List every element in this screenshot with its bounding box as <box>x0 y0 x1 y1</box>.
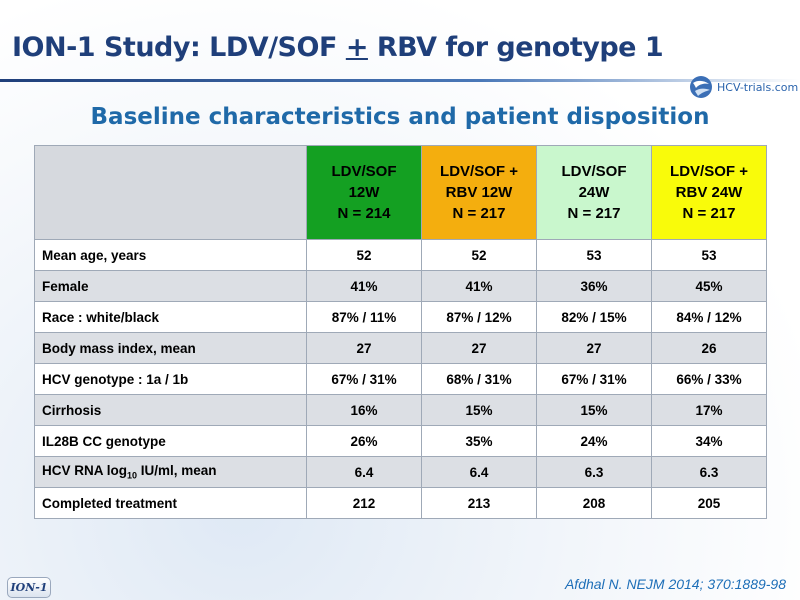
row-label-text: HCV RNA log <box>42 463 127 479</box>
table-cell: 41% <box>421 270 537 302</box>
table-row: IL28B CC genotype 26% 35% 24% 34% <box>34 425 767 457</box>
baseline-table: LDV/SOF 12W N = 214 LDV/SOF + RBV 12W N = 21… <box>34 145 767 519</box>
row-label: Female <box>34 270 307 302</box>
table-row: Body mass index, mean 27 27 27 26 <box>34 332 767 364</box>
table-cell: 27 <box>536 332 652 364</box>
column-header: LDV/SOF 12W N = 214 <box>306 145 422 240</box>
table-header-row: LDV/SOF 12W N = 214 LDV/SOF + RBV 12W N = 21… <box>34 145 767 240</box>
table-cell: 6.4 <box>421 456 537 488</box>
row-label: Body mass index, mean <box>34 332 307 364</box>
logo-text: HCV-trials.com <box>717 80 799 94</box>
row-label: Race : white/black <box>34 301 307 333</box>
table-cell: 45% <box>651 270 767 302</box>
table-cell: 6.4 <box>306 456 422 488</box>
table-cell: 52 <box>421 239 537 271</box>
row-label: HCV RNA log10 IU/ml, mean <box>34 456 307 488</box>
citation: Afdhal N. NEJM 2014; 370:1889-98 <box>564 576 786 592</box>
table-cell: 82% / 15% <box>536 301 652 333</box>
table-cell: 53 <box>536 239 652 271</box>
table-cell: 68% / 31% <box>421 363 537 395</box>
table-cell: 213 <box>421 487 537 519</box>
table-cell: 15% <box>536 394 652 426</box>
table-cell: 6.3 <box>536 456 652 488</box>
table-cell: 35% <box>421 425 537 457</box>
table-cell: 67% / 31% <box>306 363 422 395</box>
table-cell: 17% <box>651 394 767 426</box>
table-cell: 53 <box>651 239 767 271</box>
table-cell: 52 <box>306 239 422 271</box>
table-row: Cirrhosis 16% 15% 15% 17% <box>34 394 767 426</box>
table-row: Race : white/black 87% / 11% 87% / 12% 8… <box>34 301 767 333</box>
row-label: Completed treatment <box>34 487 307 519</box>
header-corner-cell <box>34 145 307 240</box>
table-row: HCV genotype : 1a / 1b 67% / 31% 68% / 3… <box>34 363 767 395</box>
title-suffix: RBV for genotype 1 <box>367 32 664 63</box>
table-cell: 34% <box>651 425 767 457</box>
title-divider <box>0 79 800 82</box>
row-label: Cirrhosis <box>34 394 307 426</box>
table-cell: 212 <box>306 487 422 519</box>
table-cell: 15% <box>421 394 537 426</box>
column-header: LDV/SOF + RBV 24W N = 217 <box>651 145 767 240</box>
slide-title: ION-1 Study: LDV/SOF + RBV for genotype … <box>12 32 664 63</box>
table-row: Mean age, years 52 52 53 53 <box>34 239 767 271</box>
table-cell: 84% / 12% <box>651 301 767 333</box>
table-cell: 6.3 <box>651 456 767 488</box>
table-cell: 36% <box>536 270 652 302</box>
study-badge: ION-1 <box>7 577 51 598</box>
row-label-text: IU/ml, mean <box>137 463 217 479</box>
title-plus-minus: + <box>345 32 369 63</box>
table-row: Completed treatment 212 213 208 205 <box>34 487 767 519</box>
hcv-trials-logo: HCV-trials.com <box>688 74 798 100</box>
table-cell: 26 <box>651 332 767 364</box>
title-prefix: ION-1 Study: LDV/SOF <box>12 32 346 63</box>
row-label: IL28B CC genotype <box>34 425 307 457</box>
column-header: LDV/SOF 24W N = 217 <box>536 145 652 240</box>
logo-globe-icon <box>690 76 712 98</box>
table-cell: 27 <box>421 332 537 364</box>
row-label-subscript: 10 <box>127 470 138 481</box>
table-cell: 16% <box>306 394 422 426</box>
row-label: HCV genotype : 1a / 1b <box>34 363 307 395</box>
table-cell: 66% / 33% <box>651 363 767 395</box>
table-cell: 87% / 11% <box>306 301 422 333</box>
table-cell: 26% <box>306 425 422 457</box>
table-cell: 27 <box>306 332 422 364</box>
table-cell: 87% / 12% <box>421 301 537 333</box>
table-cell: 24% <box>536 425 652 457</box>
table-cell: 67% / 31% <box>536 363 652 395</box>
table-cell: 205 <box>651 487 767 519</box>
column-header: LDV/SOF + RBV 12W N = 217 <box>421 145 537 240</box>
table-row: HCV RNA log10 IU/ml, mean 6.4 6.4 6.3 6.… <box>34 456 767 488</box>
slide-subtitle: Baseline characteristics and patient dis… <box>90 104 710 130</box>
row-label: Mean age, years <box>34 239 307 271</box>
table-row: Female 41% 41% 36% 45% <box>34 270 767 302</box>
table-cell: 208 <box>536 487 652 519</box>
table-cell: 41% <box>306 270 422 302</box>
